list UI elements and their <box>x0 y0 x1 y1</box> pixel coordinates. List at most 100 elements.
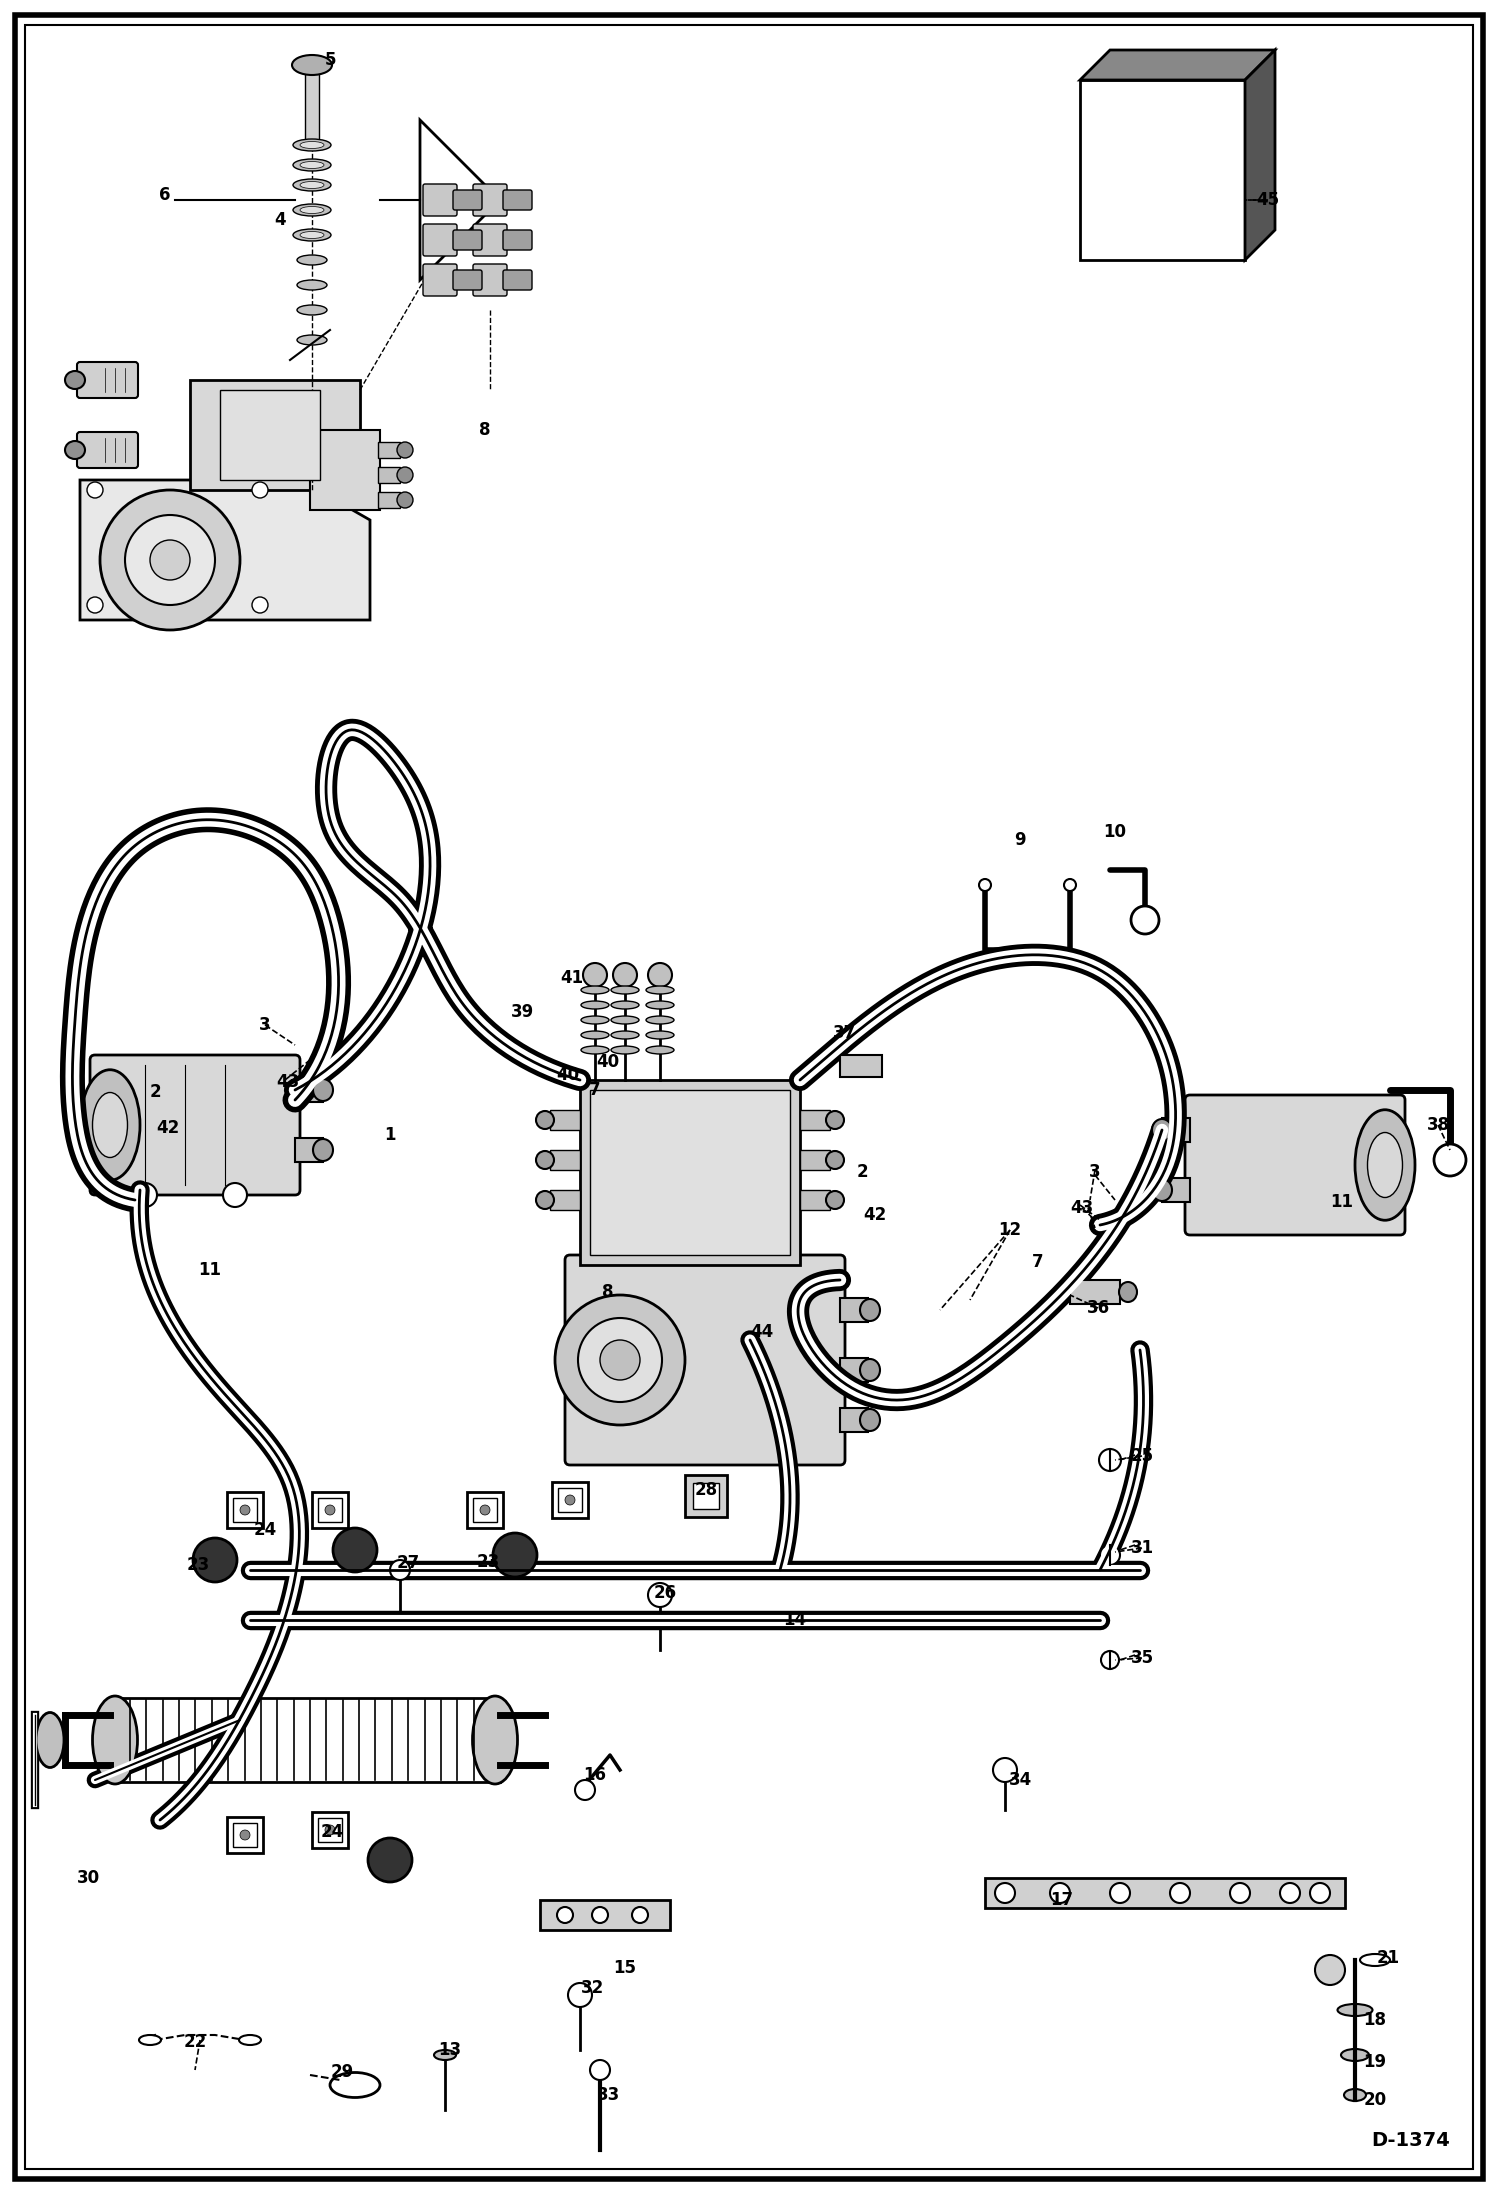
Bar <box>840 1409 867 1433</box>
Bar <box>234 1823 258 1847</box>
Polygon shape <box>1080 50 1275 79</box>
Ellipse shape <box>300 162 324 169</box>
Bar <box>1070 1279 1121 1303</box>
FancyBboxPatch shape <box>76 362 138 397</box>
Circle shape <box>1279 1882 1300 1902</box>
FancyBboxPatch shape <box>1185 1095 1405 1235</box>
Ellipse shape <box>93 1093 127 1158</box>
Circle shape <box>397 491 413 509</box>
Text: 4: 4 <box>274 211 286 228</box>
Circle shape <box>568 1983 592 2008</box>
Circle shape <box>575 1779 595 1799</box>
Ellipse shape <box>300 182 324 189</box>
Text: 42: 42 <box>863 1207 887 1224</box>
Ellipse shape <box>294 180 331 191</box>
Ellipse shape <box>292 55 333 75</box>
Ellipse shape <box>536 1191 554 1209</box>
Bar <box>295 1077 324 1101</box>
Bar <box>220 391 321 480</box>
Bar <box>685 1474 727 1516</box>
Circle shape <box>1131 906 1159 935</box>
Ellipse shape <box>825 1191 843 1209</box>
Circle shape <box>1434 1143 1467 1176</box>
Ellipse shape <box>36 1714 64 1768</box>
Ellipse shape <box>472 1696 517 1784</box>
Ellipse shape <box>581 1000 610 1009</box>
Ellipse shape <box>860 1358 879 1380</box>
Text: 3: 3 <box>1089 1163 1101 1180</box>
Text: 38: 38 <box>1426 1117 1450 1134</box>
Circle shape <box>479 1505 490 1516</box>
Text: 34: 34 <box>1008 1771 1032 1788</box>
Bar <box>1162 1119 1189 1143</box>
Text: 16: 16 <box>584 1766 607 1784</box>
Ellipse shape <box>139 2036 160 2045</box>
Circle shape <box>1309 1882 1330 1902</box>
Bar <box>550 1189 580 1211</box>
Text: 1: 1 <box>385 1126 395 1143</box>
Text: 15: 15 <box>614 1959 637 1977</box>
Circle shape <box>87 597 103 612</box>
Ellipse shape <box>1360 1955 1390 1966</box>
Text: 43: 43 <box>276 1073 300 1090</box>
Bar <box>312 1492 348 1527</box>
Circle shape <box>1315 1955 1345 1986</box>
Text: 8: 8 <box>479 421 491 439</box>
Circle shape <box>592 1907 608 1922</box>
Circle shape <box>325 1505 336 1516</box>
Ellipse shape <box>240 2036 261 2045</box>
Circle shape <box>369 1839 412 1882</box>
Text: 43: 43 <box>1071 1198 1094 1218</box>
Bar <box>694 1483 719 1509</box>
Circle shape <box>325 1825 336 1834</box>
FancyBboxPatch shape <box>473 224 506 257</box>
Bar <box>557 1488 583 1512</box>
Bar <box>551 1481 589 1518</box>
Circle shape <box>193 1538 237 1582</box>
Circle shape <box>87 483 103 498</box>
Text: 23: 23 <box>186 1556 210 1573</box>
Ellipse shape <box>294 204 331 215</box>
FancyBboxPatch shape <box>452 230 482 250</box>
Circle shape <box>397 467 413 483</box>
Bar <box>580 1079 800 1266</box>
Text: 20: 20 <box>1363 2091 1387 2108</box>
Bar <box>840 1299 867 1323</box>
Bar <box>228 1492 264 1527</box>
Text: 11: 11 <box>1330 1194 1354 1211</box>
Bar <box>377 467 400 483</box>
Text: 28: 28 <box>695 1481 718 1499</box>
Bar <box>800 1150 830 1169</box>
Circle shape <box>240 1505 250 1516</box>
Text: 40: 40 <box>596 1053 620 1071</box>
Bar <box>840 1055 882 1077</box>
Ellipse shape <box>1344 2089 1366 2102</box>
Text: 27: 27 <box>397 1553 419 1571</box>
Text: 21: 21 <box>1377 1948 1399 1968</box>
Bar <box>539 1900 670 1931</box>
Circle shape <box>333 1527 377 1571</box>
Bar <box>550 1150 580 1169</box>
Ellipse shape <box>646 1000 674 1009</box>
Text: D-1374: D-1374 <box>1371 2130 1450 2150</box>
Bar <box>590 1090 789 1255</box>
Ellipse shape <box>536 1110 554 1130</box>
Ellipse shape <box>611 1000 640 1009</box>
Bar <box>1080 79 1245 261</box>
Circle shape <box>223 1183 247 1207</box>
Circle shape <box>613 963 637 987</box>
Text: 36: 36 <box>1086 1299 1110 1316</box>
Ellipse shape <box>300 140 324 149</box>
Ellipse shape <box>825 1110 843 1130</box>
Ellipse shape <box>611 1016 640 1025</box>
Ellipse shape <box>294 138 331 151</box>
Bar <box>190 380 360 489</box>
Circle shape <box>1101 1652 1119 1670</box>
Circle shape <box>1230 1882 1249 1902</box>
FancyBboxPatch shape <box>473 263 506 296</box>
Bar <box>467 1492 503 1527</box>
Text: 41: 41 <box>560 970 584 987</box>
Text: 5: 5 <box>324 50 336 68</box>
Ellipse shape <box>297 281 327 290</box>
Ellipse shape <box>297 305 327 316</box>
